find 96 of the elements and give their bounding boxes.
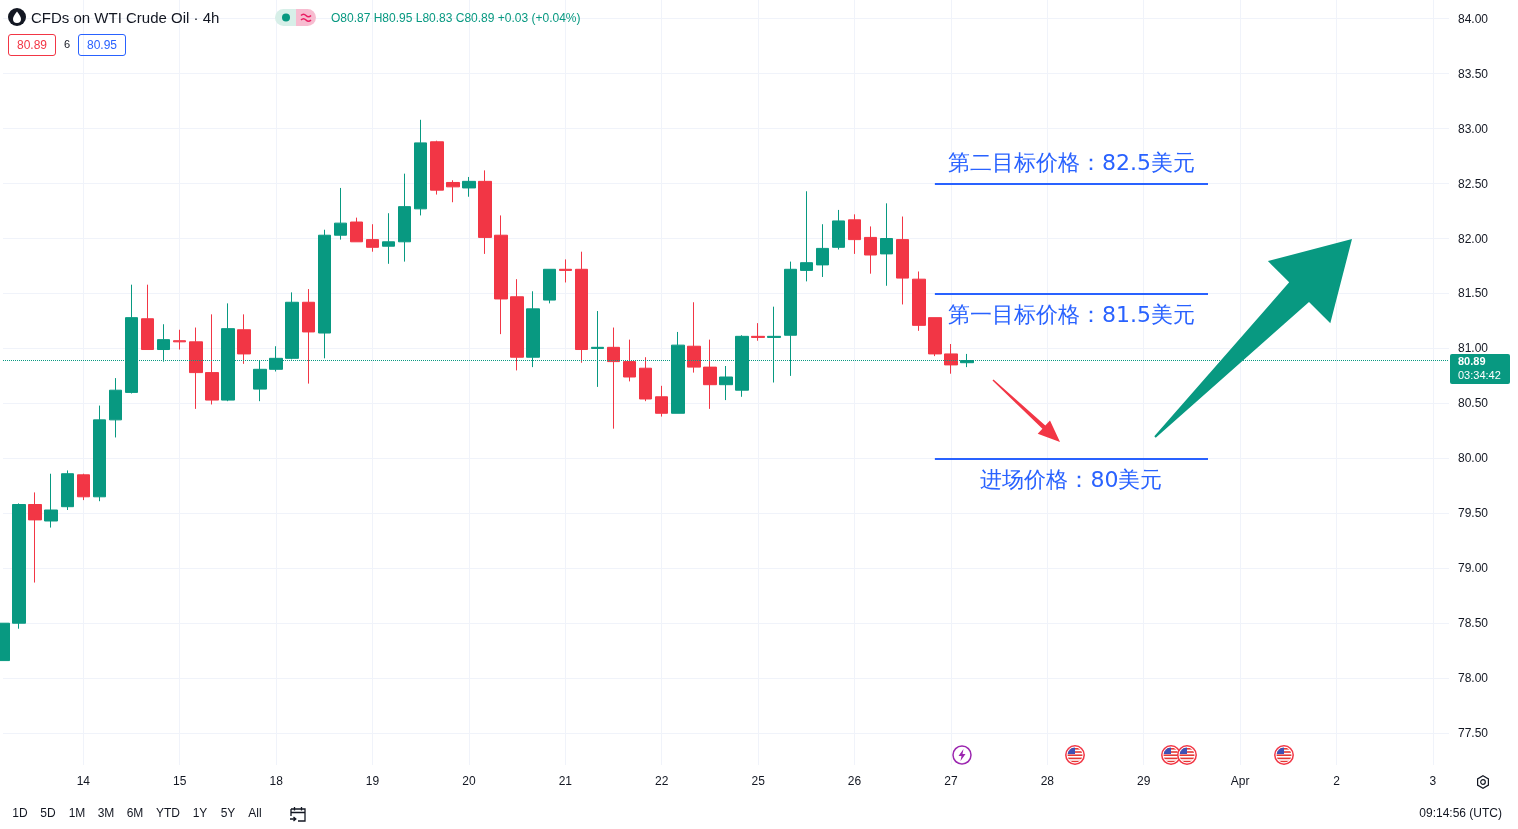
text: 1Y bbox=[191, 806, 209, 820]
candlestick bbox=[510, 278, 524, 371]
candlestick bbox=[302, 288, 315, 385]
x-tick-label: 27 bbox=[944, 774, 958, 788]
x-tick-label: 14 bbox=[76, 774, 91, 788]
candlestick bbox=[687, 301, 701, 374]
y-tick-label: 83.00 bbox=[1458, 121, 1489, 136]
candlestick bbox=[237, 313, 251, 365]
text: 5D bbox=[39, 806, 57, 820]
candlestick bbox=[109, 377, 122, 438]
text: 1D bbox=[11, 806, 29, 820]
candlestick bbox=[543, 268, 556, 304]
candlestick bbox=[77, 473, 90, 501]
x-tick-label: 21 bbox=[558, 774, 573, 788]
candlestick bbox=[462, 176, 476, 198]
x-tick-label: 22 bbox=[655, 774, 669, 788]
y-tick-label: 81.50 bbox=[1458, 286, 1489, 301]
text: All bbox=[247, 806, 263, 820]
candlestick bbox=[751, 322, 765, 342]
candlestick bbox=[334, 187, 347, 241]
candlestick bbox=[703, 339, 717, 410]
text: 03:34:42 bbox=[1457, 367, 1502, 382]
candlestick bbox=[848, 213, 861, 255]
x-tick-label: 19 bbox=[365, 774, 380, 788]
candlestick bbox=[350, 217, 363, 243]
candlestick bbox=[719, 365, 733, 401]
text: 6M bbox=[125, 806, 145, 820]
x-tick-label: 15 bbox=[173, 774, 187, 788]
x-tick-label: 3 bbox=[1429, 774, 1437, 788]
candlestick bbox=[639, 356, 652, 402]
y-tick-label: 82.50 bbox=[1458, 176, 1489, 191]
y-tick-label: 78.50 bbox=[1458, 616, 1489, 631]
candlestick bbox=[366, 223, 379, 253]
candlestick bbox=[880, 202, 893, 287]
candlestick bbox=[896, 216, 909, 305]
candlestick bbox=[93, 405, 106, 502]
ref-line-label: 第二目标价格：82.5美元 bbox=[947, 150, 1195, 176]
text: O80.87 H80.95 L80.83 C80.89 +0.03 (+0.04%) bbox=[331, 11, 581, 25]
candlestick bbox=[944, 343, 958, 375]
candlestick bbox=[189, 327, 203, 410]
candlestick bbox=[28, 491, 42, 584]
y-tick-label: 81.00 bbox=[1458, 341, 1489, 356]
x-tick-label: 29 bbox=[1137, 774, 1151, 788]
candlestick bbox=[575, 251, 588, 364]
x-tick-label: 20 bbox=[462, 774, 476, 788]
candlestick bbox=[44, 473, 58, 529]
candlestick bbox=[559, 258, 572, 283]
text: 3M bbox=[96, 806, 116, 820]
candlestick bbox=[414, 119, 427, 216]
candlestick bbox=[398, 173, 411, 263]
candlestick bbox=[928, 317, 942, 357]
y-tick-label: 82.00 bbox=[1458, 231, 1489, 246]
candlestick bbox=[832, 209, 845, 250]
candlestick bbox=[12, 502, 26, 630]
candlestick bbox=[912, 270, 926, 332]
candlestick bbox=[173, 329, 186, 351]
candlestick bbox=[141, 284, 154, 351]
x-tick-label: 18 bbox=[269, 774, 284, 788]
text: 5Y bbox=[219, 806, 237, 820]
candlestick bbox=[61, 469, 74, 511]
y-tick-label: 80.00 bbox=[1458, 451, 1489, 466]
ref-line-label: 80.89 bbox=[1457, 353, 1487, 368]
candlestick bbox=[446, 179, 460, 203]
candlestick bbox=[382, 212, 395, 265]
candlestick bbox=[607, 327, 620, 430]
candlestick bbox=[430, 140, 444, 196]
candlestick bbox=[800, 190, 813, 282]
annotation: 6 bbox=[62, 38, 72, 50]
text: 09:14:56 (UTC) bbox=[1419, 806, 1502, 820]
annotation: 80.95 bbox=[78, 34, 126, 56]
x-tick-label: 26 bbox=[847, 774, 862, 788]
y-tick-label: 84.00 bbox=[1458, 11, 1489, 26]
text: CFDs on WTI Crude Oil · 4h bbox=[31, 9, 220, 26]
candlestick bbox=[655, 385, 668, 418]
candlestick bbox=[864, 225, 877, 275]
y-tick-label: 78.00 bbox=[1458, 671, 1489, 686]
y-tick-label: 77.50 bbox=[1458, 726, 1489, 741]
text: 1M bbox=[67, 806, 87, 820]
ref-line-label: 第一目标价格：81.5美元 bbox=[947, 301, 1195, 327]
y-tick-label: 79.50 bbox=[1458, 506, 1489, 521]
candlestick bbox=[494, 214, 508, 335]
candlestick bbox=[318, 229, 331, 359]
candlestick bbox=[205, 313, 219, 405]
y-tick-label: 80.50 bbox=[1458, 396, 1489, 411]
x-tick-label: 28 bbox=[1040, 774, 1055, 788]
x-tick-label: 25 bbox=[751, 774, 766, 788]
x-tick-label: Apr bbox=[1230, 774, 1250, 788]
ref-line-label: 进场价格：80美元 bbox=[980, 466, 1163, 492]
x-tick-label: 2 bbox=[1333, 774, 1341, 788]
candlestick bbox=[816, 223, 829, 278]
y-tick-label: 83.50 bbox=[1458, 66, 1489, 81]
annotation: 80.89 bbox=[8, 34, 56, 56]
text: YTD bbox=[155, 806, 181, 820]
y-tick-label: 79.00 bbox=[1458, 561, 1489, 576]
candlestick bbox=[623, 339, 636, 382]
candlestick bbox=[478, 169, 492, 255]
